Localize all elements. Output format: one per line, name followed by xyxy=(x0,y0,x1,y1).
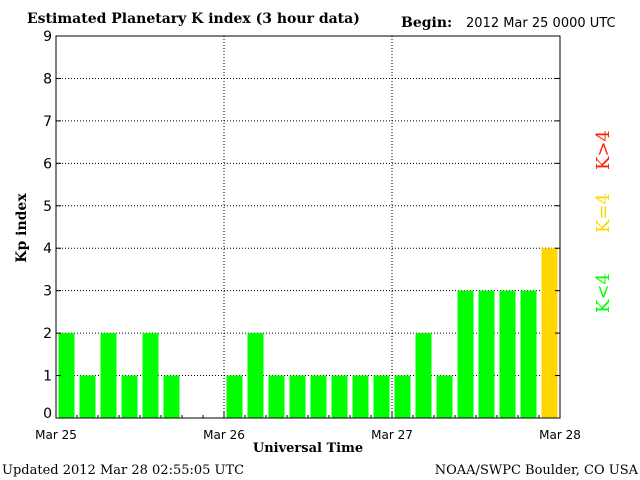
x-tick-label: Mar 28 xyxy=(539,428,581,442)
kp-bar xyxy=(142,333,159,418)
kp-bar xyxy=(457,290,474,418)
y-tick-label: 6 xyxy=(43,156,52,172)
x-tick-label: Mar 27 xyxy=(371,428,413,442)
y-tick-label: 5 xyxy=(43,199,52,215)
kp-bar xyxy=(163,375,180,418)
kp-bar xyxy=(247,333,264,418)
kp-bar xyxy=(499,290,516,418)
kp-bar xyxy=(436,375,453,418)
y-tick-label: 8 xyxy=(43,71,52,87)
y-tick-label: 3 xyxy=(43,284,52,300)
kp-bar xyxy=(79,375,96,418)
y-tick-label: 0 xyxy=(43,406,52,422)
y-axis-label: Kp index xyxy=(14,193,30,263)
kp-bar xyxy=(373,375,390,418)
kp-bar xyxy=(352,375,369,418)
x-axis-label: Universal Time xyxy=(253,441,363,456)
x-tick-label: Mar 26 xyxy=(203,428,245,442)
bar-series xyxy=(58,248,558,418)
updated-timestamp: Updated 2012 Mar 28 02:55:05 UTC xyxy=(2,463,244,478)
kp-bar xyxy=(478,290,495,418)
legend-item: K<4 xyxy=(593,273,614,313)
kp-bar xyxy=(541,248,558,418)
begin-value: 2012 Mar 25 0000 UTC xyxy=(466,16,616,31)
y-tick-label: 7 xyxy=(43,114,52,130)
legend-item: K=4 xyxy=(593,193,614,233)
kp-bar xyxy=(394,375,411,418)
kp-bar xyxy=(289,375,306,418)
y-tick-label: 2 xyxy=(43,326,52,342)
legend: K<4 K=4 K>4 xyxy=(593,130,614,313)
kp-bar xyxy=(415,333,432,418)
x-tick-labels: Mar 25 Mar 26 Mar 27 Mar 28 xyxy=(35,428,581,442)
kp-bar xyxy=(100,333,117,418)
kp-bar xyxy=(520,290,537,418)
kp-bar xyxy=(226,375,243,418)
chart-title: Estimated Planetary K index (3 hour data… xyxy=(27,11,360,27)
source-credit: NOAA/SWPC Boulder, CO USA xyxy=(435,463,639,478)
kp-bar xyxy=(310,375,327,418)
kp-bar xyxy=(268,375,285,418)
y-tick-label: 4 xyxy=(43,241,52,257)
kp-bar xyxy=(121,375,138,418)
kp-bar xyxy=(331,375,348,418)
legend-item: K>4 xyxy=(593,130,614,170)
x-tick-label: Mar 25 xyxy=(35,428,77,442)
begin-label: Begin: xyxy=(401,15,452,31)
kp-bar xyxy=(58,333,75,418)
axes xyxy=(55,35,561,419)
y-tick-label: 9 xyxy=(43,29,52,45)
y-tick-label: 1 xyxy=(43,369,52,385)
y-tick-labels: 0 1 2 3 4 5 6 7 8 9 xyxy=(43,29,52,422)
